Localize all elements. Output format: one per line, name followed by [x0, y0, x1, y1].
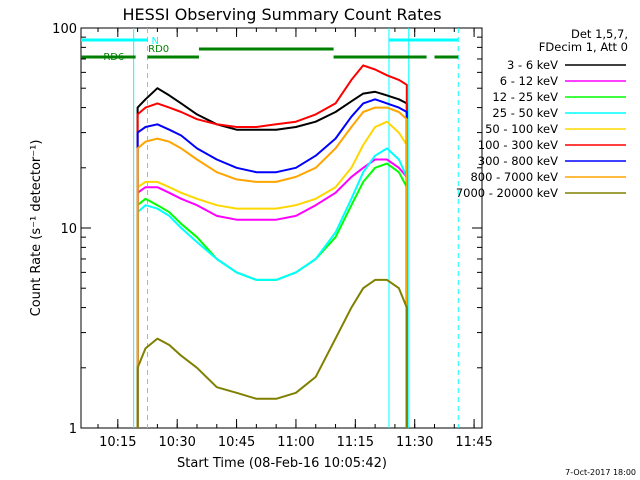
series-line-9: [136, 278, 408, 428]
y-axis-label: Count Rate (s⁻¹ detector⁻¹): [29, 140, 44, 317]
plot-area: 1 10 100 10:15 10:30 10:45 11:00 11:15 11:30 11:4…: [52, 22, 626, 450]
x-tick-label: 11:45: [455, 435, 492, 450]
x-tick-label: 11:30: [396, 435, 433, 450]
series-line-5: [136, 120, 408, 428]
y-tick-label: 1: [69, 422, 77, 437]
chart-title: HESSI Observing Summary Count Rates: [122, 5, 441, 24]
legend-header: Det 1,5,7, FDecim 1, Att 0: [539, 27, 628, 54]
legend-label-1: 3 - 6 keV: [507, 58, 558, 72]
x-tick-label: 10:45: [218, 435, 255, 450]
legend-header-line-1: Det 1,5,7,: [571, 27, 628, 41]
legend-label-6: 100 - 300 keV: [478, 138, 558, 152]
series-line-4: [136, 147, 408, 428]
legend-label-2: 6 - 12 keV: [500, 74, 558, 88]
flag-label-rd0: RD0: [148, 44, 169, 55]
series-line-1: [136, 87, 408, 428]
legend-label-9: 7000 - 20000 keV: [456, 186, 558, 200]
x-tick-label: 11:00: [277, 435, 314, 450]
legend-label-3: 12 - 25 keV: [492, 90, 558, 104]
y-tick-label: 10: [60, 222, 77, 237]
plot-frame: [80, 27, 483, 429]
series-line-8: [136, 106, 408, 428]
x-tick-label: 11:15: [337, 435, 374, 450]
footer-timestamp: 7-Oct-2017 18:00: [565, 468, 636, 477]
series-line-3: [136, 162, 408, 428]
series-line-6: [136, 64, 408, 428]
x-axis-label: Start Time (08-Feb-16 10:05:42): [177, 456, 387, 471]
flag-label-n: N: [152, 36, 159, 47]
legend-label-5: 50 - 100 keV: [485, 122, 558, 136]
y-tick-label: 100: [52, 22, 77, 37]
x-tick-label: 10:15: [99, 435, 136, 450]
series-line-2: [136, 158, 408, 428]
legend-label-8: 800 - 7000 keV: [470, 170, 558, 184]
legend-label-7: 300 - 800 keV: [478, 154, 558, 168]
x-tick-label: 10:30: [158, 435, 195, 450]
series-line-7: [136, 98, 408, 428]
legend-header-line-2: FDecim 1, Att 0: [539, 40, 628, 54]
legend-label-4: 25 - 50 keV: [492, 106, 558, 120]
flag-label-rd6: RD6: [103, 52, 124, 63]
